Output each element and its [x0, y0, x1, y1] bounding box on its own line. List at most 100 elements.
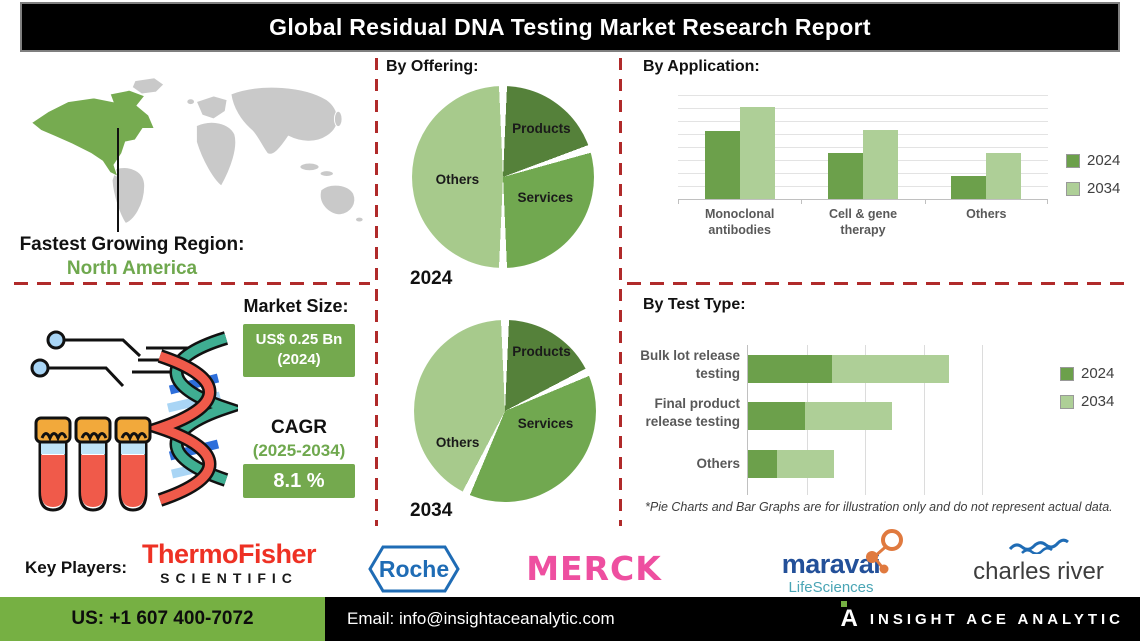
application-legend: 2024 2034	[1066, 152, 1120, 197]
market-size-label: Market Size:	[243, 296, 349, 316]
page-title: Global Residual DNA Testing Market Resea…	[269, 13, 871, 40]
logo-thermo-fisher: ThermoFisher SCIENTIFIC	[133, 539, 325, 587]
email-address: Email: info@insightaceanalytic.com	[347, 609, 615, 628]
cagr-value-box: 8.1 %	[243, 464, 355, 498]
cagr-label: CAGR	[271, 417, 327, 438]
disclaimer-footnote: *Pie Charts and Bar Graphs are for illus…	[645, 500, 1113, 514]
node-icon	[30, 358, 50, 378]
bar-group	[925, 95, 1048, 199]
molecule-icon	[866, 529, 903, 574]
logo-charles-river: charles river	[956, 538, 1121, 585]
bar-2024	[827, 153, 863, 199]
legend-swatch	[1066, 153, 1080, 168]
svg-text:Roche: Roche	[379, 556, 449, 582]
bar-segment-2024	[748, 450, 777, 478]
legend-label: 2024	[1087, 152, 1121, 169]
thermo-fisher-scientific-wordmark: SCIENTIFIC	[160, 570, 298, 586]
phone-number: US: +1 607 400-7072	[71, 608, 254, 629]
bar-2034	[862, 130, 898, 199]
category-label: Others	[966, 207, 1007, 221]
axis-tick	[1047, 199, 1048, 204]
legend-label: 2024	[1081, 365, 1115, 382]
title-bar: Global Residual DNA Testing Market Resea…	[20, 2, 1120, 52]
north-america-highlight	[30, 89, 155, 178]
gridline	[678, 95, 1048, 96]
region-label: Fastest Growing Region:	[19, 234, 245, 255]
test-type-category-label: Others	[696, 456, 740, 471]
test-type-plot	[747, 345, 1048, 495]
legend-item: 2024	[1060, 365, 1114, 382]
insight-ace-analytic-logo: A INSIGHT ACE ANALYTIC	[840, 597, 1124, 641]
legend-swatch	[1060, 394, 1074, 409]
bar-segment-2034	[776, 450, 834, 478]
footer-phone-block: US: +1 607 400-7072	[0, 597, 325, 641]
fastest-growing-region: Fastest Growing Region: North America	[6, 234, 258, 280]
gridline	[678, 108, 1048, 109]
gridline	[982, 345, 983, 495]
market-size-year: (2024)	[277, 351, 321, 369]
maravai-wordmark: maravai	[781, 549, 881, 579]
section-heading-by-offering: By Offering:	[386, 58, 479, 75]
roche-hexagon-icon: Roche	[368, 545, 460, 593]
world-map	[22, 68, 367, 236]
bar-segment-2024	[748, 402, 805, 430]
bar-group	[678, 95, 801, 199]
legend-label: 2034	[1081, 393, 1115, 410]
bar-row	[748, 402, 892, 430]
bar-group	[801, 95, 924, 199]
horizontal-divider-right	[627, 282, 1132, 285]
dna-testing-illustration	[30, 330, 238, 512]
test-type-category-label: Final product release testing	[645, 396, 740, 429]
cagr-period: (2025-2034)	[252, 441, 346, 460]
key-players-label: Key Players:	[25, 558, 128, 577]
pie-chart-offering-2034: Products Services Others	[414, 320, 596, 502]
pie-slice-label: Others	[435, 171, 480, 187]
legend-item: 2024	[1066, 152, 1120, 169]
axis-tick	[924, 199, 926, 204]
test-type-category-label: Bulk lot release testing	[640, 348, 740, 381]
bar-segment-2034	[805, 402, 892, 430]
market-size-value: US$ 0.25 Bn	[255, 331, 343, 348]
pie-slice-label: Services	[517, 189, 574, 205]
category-label: Monoclonal antibodies	[704, 207, 775, 238]
pie-year-label-2034: 2034	[410, 500, 453, 521]
thermo-fisher-wordmark: ThermoFisher	[141, 539, 317, 569]
logo-roche: Roche	[368, 545, 460, 593]
node-icon	[46, 330, 66, 350]
logo-maravai: maravai LifeSciences	[746, 527, 916, 596]
pie-slice-label: Services	[517, 416, 574, 432]
pie-year-label-2024: 2024	[410, 268, 453, 289]
section-heading-by-application: By Application:	[643, 58, 760, 75]
bar-row	[748, 450, 834, 478]
world-map-svg	[30, 77, 364, 224]
brand-a-icon: A	[840, 601, 858, 631]
charles-river-wordmark: charles river	[973, 558, 1104, 585]
logo-merck: MERCK	[526, 549, 662, 588]
gridline	[923, 345, 925, 495]
region-value: North America	[66, 258, 198, 279]
axis-tick	[678, 199, 679, 204]
footer-bar: Email: info@insightaceanalytic.com A INS…	[325, 597, 1140, 641]
brand-name: INSIGHT ACE ANALYTIC	[869, 610, 1124, 628]
region-pointer-line	[117, 128, 119, 232]
bar-2024	[704, 131, 740, 199]
test-type-legend: 2024 2034	[1060, 365, 1114, 410]
gridline	[678, 121, 1048, 122]
vertical-divider-left	[375, 58, 378, 526]
axis-tick	[801, 199, 803, 204]
bar-segment-2034	[832, 355, 949, 383]
pie-slice-label: Others	[435, 434, 480, 450]
vertical-divider-right	[619, 58, 622, 526]
application-bar-chart	[678, 95, 1048, 204]
pie-slice-label: Products	[512, 120, 571, 136]
pie-chart-offering-2024: Products Services Others	[412, 86, 594, 268]
legend-item: 2034	[1066, 180, 1120, 197]
test-type-bar-chart: Bulk lot release testing Final product r…	[628, 345, 1048, 495]
bar-row	[748, 355, 949, 383]
bar-2034	[986, 153, 1022, 199]
application-category-labels: Monoclonal antibodies Cell & gene therapy…	[678, 206, 1048, 239]
maravai-lifesciences-wordmark: LifeSciences	[788, 579, 874, 596]
legend-label: 2034	[1087, 180, 1121, 197]
bar-segment-2024	[748, 355, 832, 383]
